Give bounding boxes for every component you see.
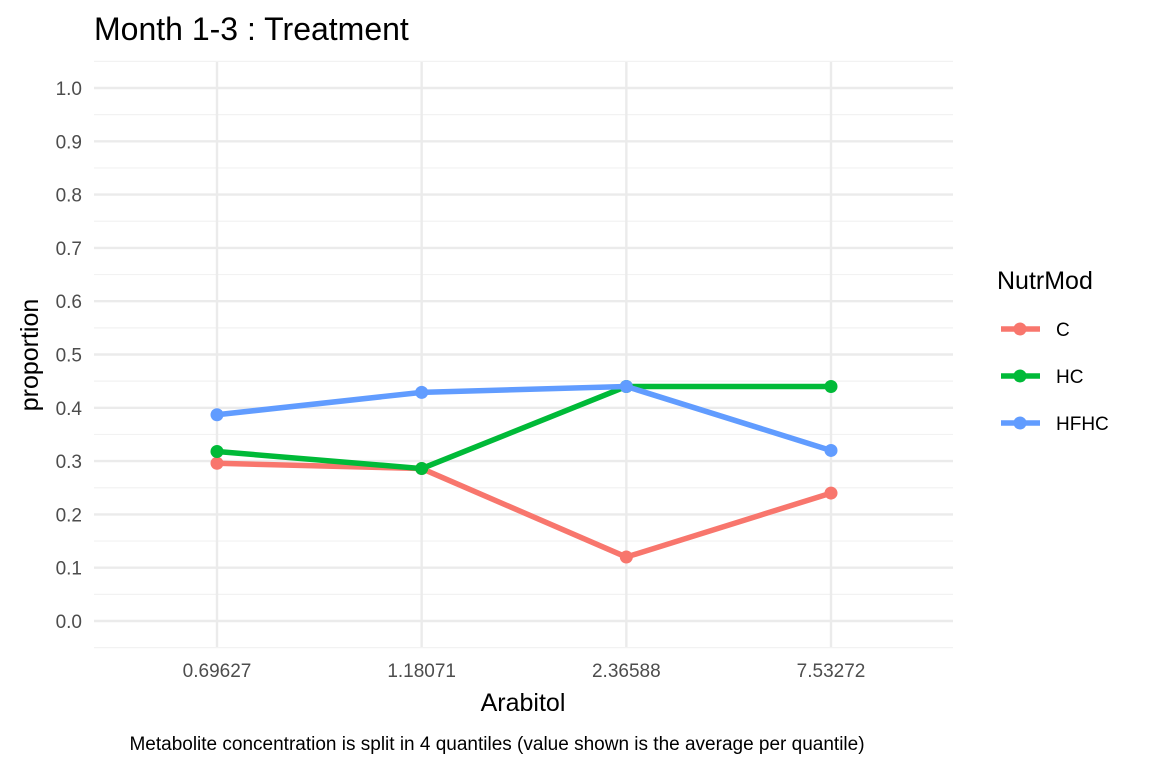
data-point-hfhc [619,379,633,393]
data-point-hc [824,379,838,393]
legend: NutrMod C HC HFHC [997,267,1109,435]
legend-key-point-c [1013,322,1027,336]
y-tick-label: 0.8 [56,186,82,207]
chart-title: Month 1-3 : Treatment [94,11,409,47]
data-point-hfhc [415,385,429,399]
y-tick-label: 1.0 [56,79,82,100]
series-line-c [216,460,832,560]
y-tick-label: 0.5 [56,346,82,367]
data-point-c [210,456,224,470]
legend-key-point-hfhc [1013,416,1027,430]
series-hfhc [210,379,838,457]
legend-label-hfhc: HFHC [1056,414,1109,435]
legend-title: NutrMod [997,267,1093,295]
legend-label-hc: HC [1056,367,1083,388]
y-axis-ticks: 0.0 0.1 0.2 0.3 0.4 0.5 0.6 0.7 0.8 0.9 1.0 [56,79,83,633]
data-point-hc [415,462,429,476]
x-axis-ticks: 0.69627 1.18071 2.36588 7.53272 [183,661,866,682]
y-tick-label: 0.3 [56,452,82,473]
y-axis-title: proportion [16,299,44,412]
y-tick-label: 0.6 [56,292,82,313]
x-tick-label: 2.36588 [592,661,661,682]
grid [94,60,953,649]
series-line-hfhc [216,383,832,454]
data-point-hfhc [210,408,224,422]
y-tick-label: 0.0 [56,612,82,633]
x-axis-title: Arabitol [481,689,566,717]
legend-key-point-hc [1013,369,1027,383]
x-tick-label: 1.18071 [387,661,456,682]
data-point-c [824,486,838,500]
data-point-hc [210,445,224,459]
series-c [210,456,838,564]
caption: Metabolite concentration is split in 4 q… [129,734,864,755]
y-tick-label: 0.2 [56,505,82,526]
legend-label-c: C [1056,320,1070,341]
y-tick-label: 0.1 [56,559,82,580]
y-tick-label: 0.9 [56,132,82,153]
x-tick-label: 7.53272 [797,661,866,682]
series-line-hc [216,383,831,472]
x-tick-label: 0.69627 [183,661,252,682]
y-tick-label: 0.4 [56,399,83,420]
data-point-hfhc [824,443,838,457]
data-point-c [619,550,633,564]
series-layer [210,379,838,564]
y-tick-label: 0.7 [56,239,82,260]
